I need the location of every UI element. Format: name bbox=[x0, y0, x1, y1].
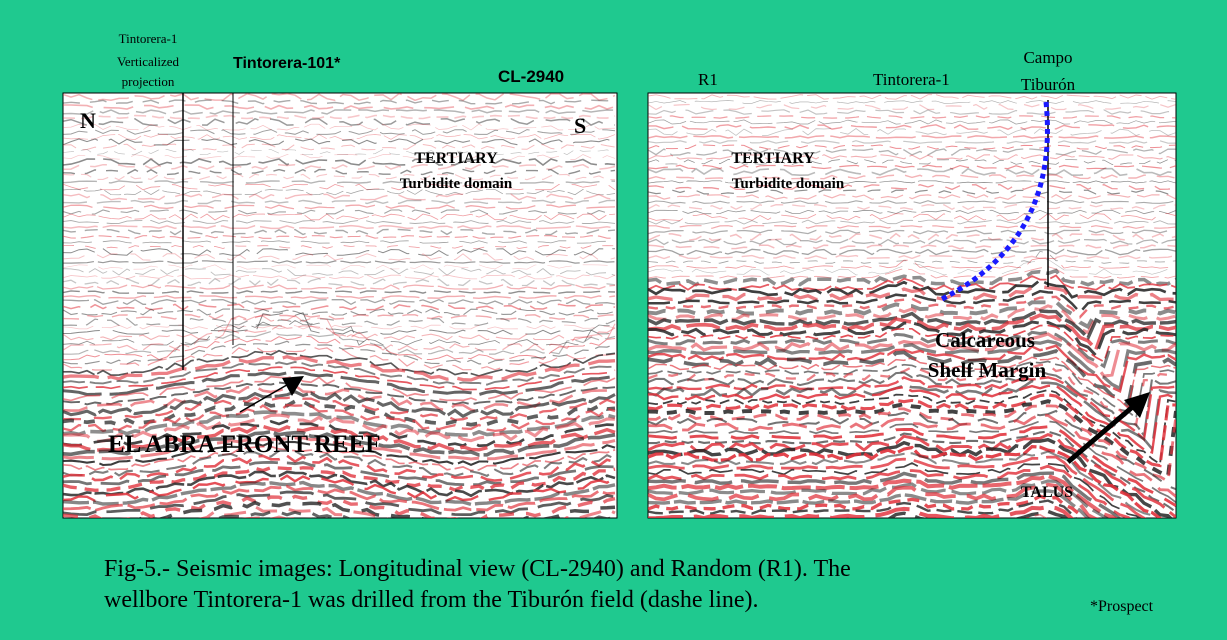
well-label: Tintorera-1 bbox=[119, 31, 178, 46]
page: {"left_panel": {"well_label": ["Tintorer… bbox=[0, 0, 1227, 640]
domain-subtitle: Turbidite domain bbox=[732, 176, 845, 192]
well-label: Verticalized bbox=[117, 54, 180, 69]
talus-label: TALUS bbox=[1021, 484, 1073, 501]
field-label: Campo bbox=[1023, 48, 1072, 67]
caption-line: wellbore Tintorera-1 was drilled from th… bbox=[104, 587, 759, 613]
seismic-reflector bbox=[63, 517, 615, 539]
margin-label: Calcareous bbox=[935, 328, 1035, 352]
line-name: R1 bbox=[698, 70, 718, 89]
line-name: CL-2940 bbox=[498, 67, 564, 86]
caption-note: *Prospect bbox=[1090, 598, 1154, 615]
domain-title: TERTIARY bbox=[731, 150, 815, 167]
field-label: Tiburón bbox=[1021, 75, 1076, 94]
north-label: N bbox=[80, 108, 96, 133]
margin-label: Shelf Margin bbox=[928, 358, 1047, 382]
figure: Tintorera-1 Verticalized projection Tint… bbox=[0, 0, 1227, 640]
prospect-label: Tintorera-101* bbox=[233, 55, 341, 72]
caption-line: Fig-5.- Seismic images: Longitudinal vie… bbox=[104, 556, 851, 582]
well-label: Tintorera-1 bbox=[873, 70, 950, 89]
well-label: projection bbox=[122, 74, 175, 89]
domain-title: TERTIARY bbox=[414, 150, 498, 167]
domain-subtitle: Turbidite domain bbox=[400, 176, 513, 192]
reef-label: EL ABRA FRONT REEF bbox=[108, 431, 381, 458]
south-label: S bbox=[574, 113, 586, 138]
